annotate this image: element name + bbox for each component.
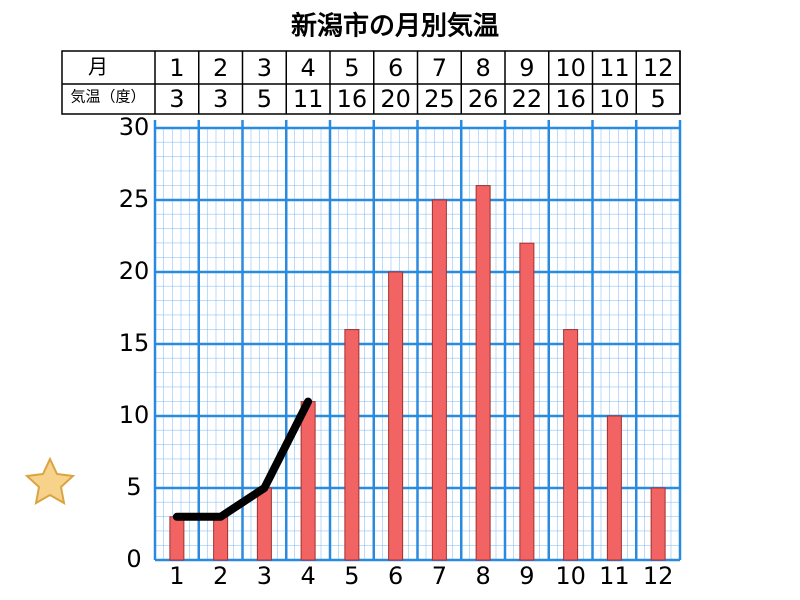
x-tick-label: 3 — [257, 562, 272, 590]
x-tick-label: 4 — [300, 562, 315, 590]
table-value: 5 — [650, 85, 665, 113]
x-tick-label: 7 — [432, 562, 447, 590]
table-month: 8 — [475, 54, 490, 82]
bar — [519, 242, 535, 561]
data-table: 月 気温（度） — [61, 50, 681, 115]
line — [172, 397, 313, 521]
table-value: 20 — [380, 85, 411, 113]
x-tick-label: 11 — [599, 562, 630, 590]
table-value: 22 — [512, 85, 543, 113]
x-tick-label: 9 — [519, 562, 534, 590]
x-tick-label: 1 — [169, 562, 184, 590]
bar — [344, 329, 360, 561]
table-month: 3 — [257, 54, 272, 82]
table-month: 2 — [213, 54, 228, 82]
table-value: 16 — [337, 85, 368, 113]
bar — [300, 401, 316, 561]
table-month: 10 — [555, 54, 586, 82]
table-header: 月 — [88, 55, 108, 79]
bar — [213, 516, 229, 561]
x-tick-label: 6 — [388, 562, 403, 590]
table-month: 4 — [300, 54, 315, 82]
table-month: 5 — [344, 54, 359, 82]
table-value: 11 — [293, 85, 324, 113]
table-month: 11 — [599, 54, 630, 82]
table-value: 5 — [257, 85, 272, 113]
bar — [388, 271, 404, 561]
bar — [606, 415, 622, 561]
x-tick-label: 12 — [643, 562, 674, 590]
table-month: 9 — [519, 54, 534, 82]
bar — [169, 516, 185, 561]
table-value: 3 — [169, 85, 184, 113]
table-value: 3 — [213, 85, 228, 113]
bar — [256, 487, 272, 561]
y-tick-label: 30 — [119, 113, 150, 141]
table-month: 1 — [169, 54, 184, 82]
table-value: 10 — [599, 85, 630, 113]
y-tick-label: 25 — [119, 185, 150, 213]
x-tick-label: 10 — [555, 562, 586, 590]
table-value: 26 — [468, 85, 499, 113]
bar — [475, 185, 491, 561]
table-month: 12 — [643, 54, 674, 82]
chart-title: 新潟市の月別気温 — [291, 11, 499, 42]
y-tick-label: 20 — [119, 257, 150, 285]
table-header: 気温（度） — [70, 88, 145, 106]
bar — [563, 329, 579, 561]
table-month: 7 — [432, 54, 447, 82]
y-tick-label: 15 — [119, 329, 150, 357]
bar — [650, 487, 666, 561]
y-tick-label: 0 — [126, 545, 141, 573]
x-tick-label: 2 — [213, 562, 228, 590]
table-value: 16 — [555, 85, 586, 113]
x-tick-label: 5 — [344, 562, 359, 590]
table-value: 25 — [424, 85, 455, 113]
x-tick-label: 8 — [475, 562, 490, 590]
bar — [431, 199, 447, 561]
star-icon — [24, 456, 76, 505]
y-tick-label: 5 — [126, 473, 141, 501]
table-month: 6 — [388, 54, 403, 82]
y-tick-label: 10 — [119, 401, 150, 429]
